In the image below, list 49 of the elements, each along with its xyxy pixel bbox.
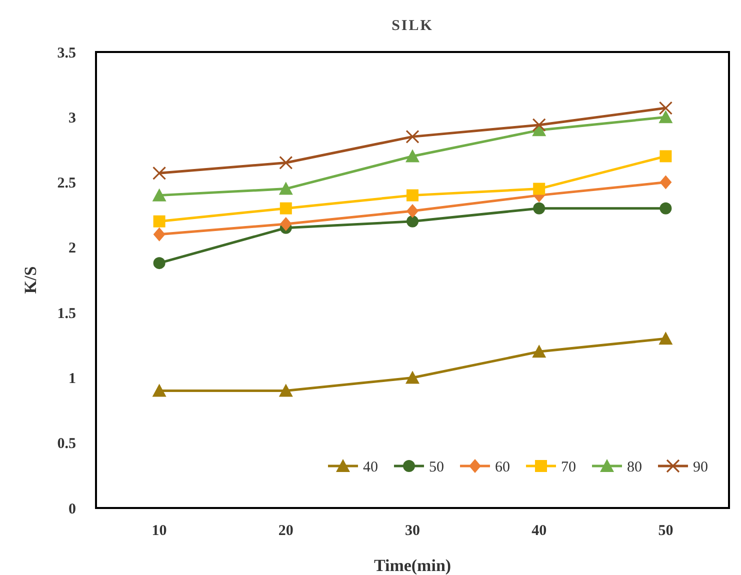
point xyxy=(658,101,672,115)
point xyxy=(660,175,672,190)
point xyxy=(152,188,166,202)
point xyxy=(532,118,546,132)
point xyxy=(406,370,420,384)
y-tick-label: 2 xyxy=(68,240,76,257)
y-tick-label: 0.5 xyxy=(57,436,76,452)
legend-label: 50 xyxy=(429,459,444,476)
point xyxy=(152,384,166,397)
chart-title: SILK xyxy=(392,18,434,34)
y-tick-label: 3.5 xyxy=(57,45,76,62)
point xyxy=(406,215,418,228)
point xyxy=(658,110,673,124)
point xyxy=(533,182,546,195)
legend-label: 40 xyxy=(363,459,378,476)
point xyxy=(406,204,418,218)
point xyxy=(280,202,292,214)
point xyxy=(406,149,420,162)
x-tick-label: 10 xyxy=(152,523,167,539)
legend-label: 90 xyxy=(693,459,708,476)
y-tick-label: 1.5 xyxy=(57,306,76,322)
x-tick-label: 30 xyxy=(405,523,420,539)
point xyxy=(406,189,418,202)
y-tick-label: 0 xyxy=(68,501,76,518)
point xyxy=(279,156,293,170)
point xyxy=(660,202,672,214)
legend-label: 80 xyxy=(627,459,642,476)
point xyxy=(660,150,672,162)
y-tick-label: 2.5 xyxy=(57,176,76,192)
point xyxy=(533,202,546,214)
point xyxy=(152,166,166,180)
y-axis-title: K/S xyxy=(21,266,40,294)
y-tick-label: 3 xyxy=(68,110,76,126)
point xyxy=(153,215,166,228)
x-axis-title: Time(min) xyxy=(374,556,452,575)
point xyxy=(153,227,166,242)
point xyxy=(406,130,420,144)
y-tick-label: 1 xyxy=(68,370,76,387)
point xyxy=(153,257,166,270)
x-tick-label: 20 xyxy=(278,523,294,539)
point xyxy=(280,216,292,231)
point xyxy=(658,332,673,345)
point xyxy=(278,182,293,195)
legend-label: 70 xyxy=(561,459,576,476)
legend-label: 60 xyxy=(495,459,510,476)
point xyxy=(532,344,546,358)
x-tick-label: 40 xyxy=(532,523,547,539)
point xyxy=(278,384,293,397)
x-tick-label: 50 xyxy=(658,523,674,539)
